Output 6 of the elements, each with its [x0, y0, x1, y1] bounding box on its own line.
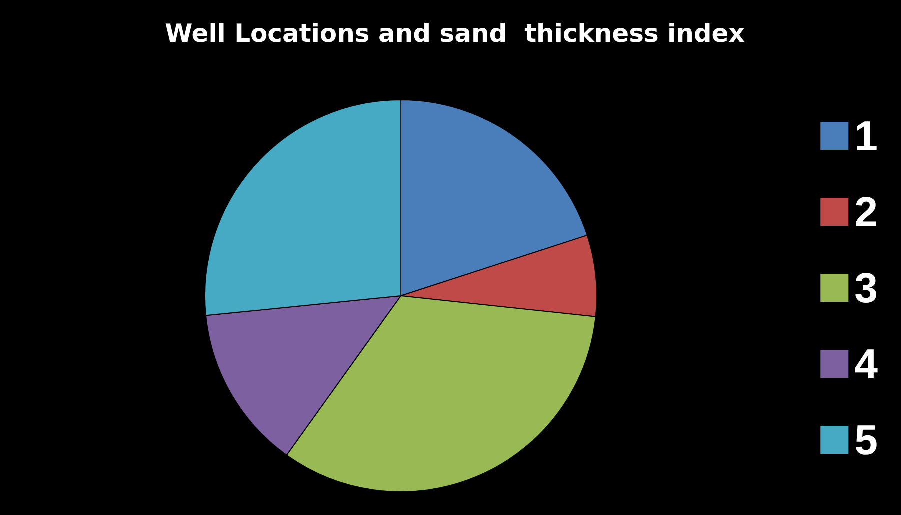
- legend-label: 2: [854, 188, 878, 236]
- legend-label: 4: [854, 340, 879, 388]
- legend-label: 3: [854, 264, 878, 312]
- chart-title: Well Locations and sand thickness index: [165, 19, 745, 48]
- legend-label: 5: [854, 416, 878, 464]
- legend-label: 1: [854, 112, 878, 160]
